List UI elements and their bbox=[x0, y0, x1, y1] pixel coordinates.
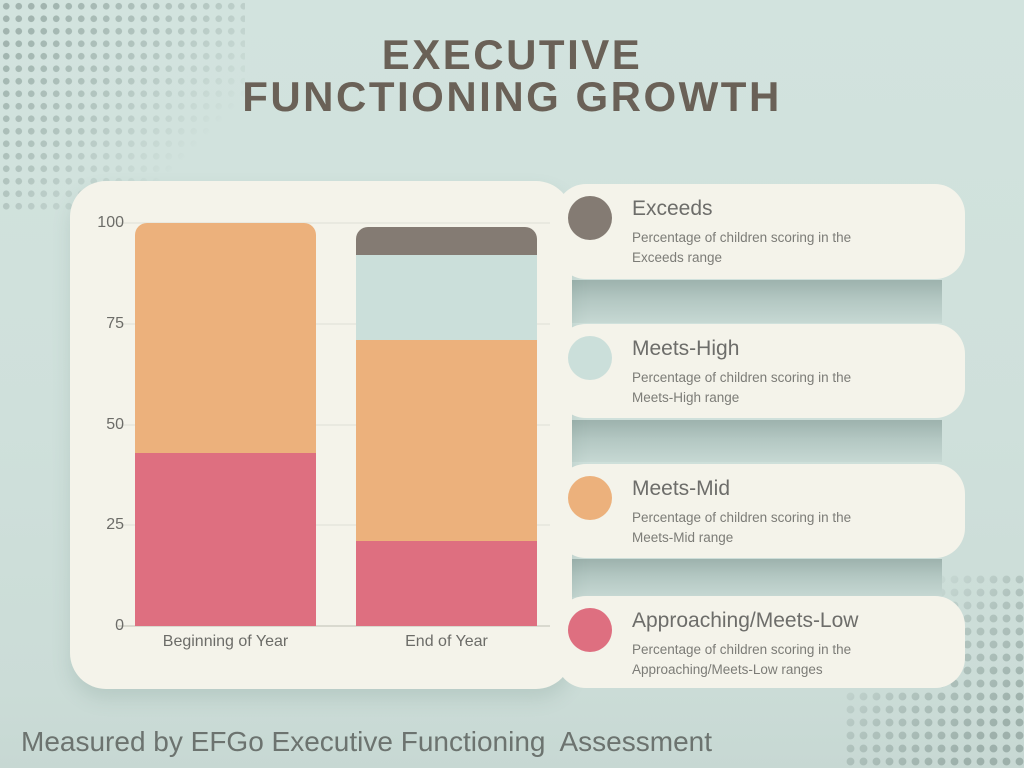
legend-item-description: Percentage of children scoring in the Me… bbox=[632, 510, 852, 546]
legend-swatch-circle bbox=[568, 196, 612, 240]
page-title-line2: FUNCTIONING GROWTH bbox=[242, 73, 782, 120]
bar-segment-meets-mid bbox=[356, 339, 537, 542]
legend-item-title: Meets-Mid bbox=[632, 477, 731, 500]
page-title-line1: EXECUTIVE bbox=[381, 31, 643, 78]
bar-segment-approaching-meets-low bbox=[135, 452, 316, 626]
legend-gap-shadow-band bbox=[572, 559, 942, 597]
legend-gap-shadow-band bbox=[572, 280, 942, 323]
legend-item-title: Exceeds bbox=[632, 197, 713, 220]
legend-swatch-circle bbox=[568, 476, 612, 520]
plot-area: 0 25 50 75 100 Beginning of Year End of Year bbox=[70, 181, 572, 689]
bar-segment-exceeds bbox=[356, 227, 537, 256]
legend-card-meets-high: Meets-High Percentage of children scorin… bbox=[556, 324, 965, 418]
halftone-dots-top-left-decoration bbox=[0, 0, 245, 215]
legend-swatch-circle bbox=[568, 336, 612, 380]
gridline-100 bbox=[118, 222, 550, 224]
gridline-75 bbox=[118, 322, 550, 325]
gridline-50 bbox=[118, 423, 550, 426]
attribution-text: Measured by EFGo Executive Functioning A… bbox=[21, 726, 712, 757]
bar-segment-meets-mid bbox=[135, 223, 316, 453]
y-axis-tick-label: 0 bbox=[115, 617, 124, 634]
y-axis-tick-label: 100 bbox=[97, 214, 124, 231]
bar-segment-meets-high bbox=[356, 255, 537, 340]
y-axis-tick-label: 50 bbox=[106, 415, 124, 433]
legend-swatch-circle bbox=[568, 608, 612, 652]
bar-segment-approaching-meets-low bbox=[356, 541, 537, 626]
x-axis-tick-label: End of Year bbox=[405, 633, 488, 650]
legend-card-approaching-meets-low: Approaching/Meets-Low Percentage of chil… bbox=[556, 596, 965, 688]
legend-card-exceeds: Exceeds Percentage of children scoring i… bbox=[556, 184, 965, 279]
y-axis-tick-label: 25 bbox=[106, 516, 124, 534]
gridline-0 bbox=[118, 625, 550, 627]
page-title: EXECUTIVE FUNCTIONING GROWTH bbox=[0, 34, 1024, 118]
chart-panel: 0 25 50 75 100 Beginning of Year End of Year bbox=[70, 181, 572, 689]
legend-card-meets-mid: Meets-Mid Percentage of children scoring… bbox=[556, 464, 965, 558]
legend-item-title: Approaching/Meets-Low bbox=[632, 609, 859, 632]
gridline-25 bbox=[118, 524, 550, 527]
legend-item-title: Meets-High bbox=[632, 337, 740, 360]
y-axis-tick-label: 75 bbox=[106, 314, 124, 332]
legend-item-description: Percentage of children scoring in the Me… bbox=[632, 370, 852, 406]
legend-gap-shadow-band bbox=[572, 420, 942, 462]
x-axis-tick-label: Beginning of Year bbox=[162, 633, 289, 650]
legend-item-description: Percentage of children scoring in the Ex… bbox=[632, 230, 852, 266]
legend-item-description: Percentage of children scoring in the Ap… bbox=[632, 642, 852, 678]
